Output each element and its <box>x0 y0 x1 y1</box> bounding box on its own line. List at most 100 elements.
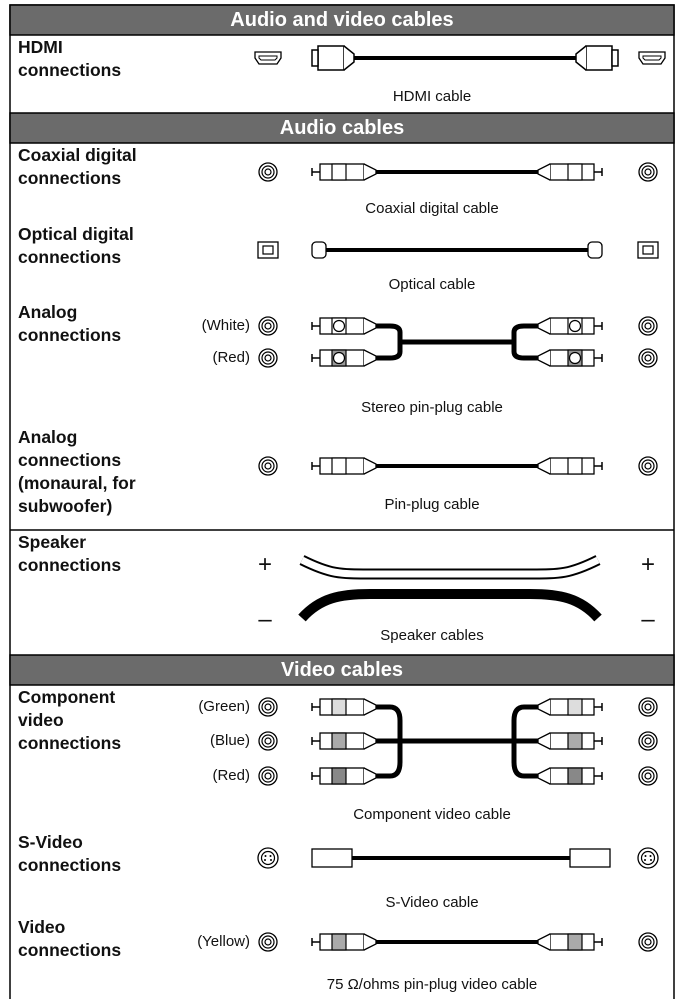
optical-plug <box>587 241 603 259</box>
optical-jack-inner <box>642 245 654 255</box>
plug-taper <box>537 698 551 716</box>
plug-taper <box>537 317 551 335</box>
row-label: Speaker <box>18 532 87 552</box>
jack-core <box>264 703 272 711</box>
plug-mark <box>568 319 582 333</box>
plug-stripe <box>567 163 583 181</box>
jack-ring <box>261 769 275 783</box>
row-label: connections <box>18 940 122 960</box>
row-label: (monaural, for <box>18 473 136 493</box>
jack-ring <box>641 165 655 179</box>
section-header-bg <box>9 4 675 36</box>
plug-taper <box>363 732 377 750</box>
channel-label: (Red) <box>212 349 250 366</box>
row-label: Component <box>18 687 116 707</box>
optical-jack-inner <box>262 245 274 255</box>
cable-caption: Stereo pin-plug cable <box>361 399 503 416</box>
jack-ring <box>641 734 655 748</box>
plug-stripe <box>331 698 347 716</box>
hdmi-port-inner <box>258 55 278 61</box>
hdmi-plug-tip <box>311 49 319 67</box>
section-header-bg <box>9 112 675 144</box>
hdmi-plug-tip <box>611 49 619 67</box>
cable-caption: 75 Ω/ohms pin-plug video cable <box>326 976 538 993</box>
speaker-wire <box>300 556 600 578</box>
plug-taper <box>537 933 551 951</box>
svideo-jack-inner <box>260 850 276 866</box>
row-label: connections <box>18 60 122 80</box>
svideo-pin <box>644 855 647 857</box>
plug-taper <box>363 698 377 716</box>
cable-branch <box>511 741 538 779</box>
terminal-sign: + <box>257 551 272 578</box>
jack-ring <box>641 700 655 714</box>
plug-stripe <box>567 933 583 951</box>
jack-ring <box>641 319 655 333</box>
plug-taper <box>537 349 551 367</box>
optical-plug <box>311 241 327 259</box>
plug-taper <box>363 933 377 951</box>
plug-mark <box>332 319 346 333</box>
plug-mark <box>568 351 582 365</box>
cable-caption: Coaxial digital cable <box>365 200 499 217</box>
plug-taper <box>537 457 551 475</box>
plug-taper <box>537 163 551 181</box>
cable-branch <box>376 323 403 342</box>
channel-label: (Yellow) <box>197 933 250 950</box>
svideo-plug <box>311 848 353 868</box>
cable-caption: Speaker cables <box>380 627 484 644</box>
svideo-pin <box>264 855 267 857</box>
jack-core <box>644 737 652 745</box>
row-label: Video <box>18 917 66 937</box>
jack-ring <box>261 459 275 473</box>
jack-ring <box>641 935 655 949</box>
jack-ring <box>261 734 275 748</box>
plug-mark <box>332 351 346 365</box>
row-label: connections <box>18 450 122 470</box>
row-label: subwoofer) <box>18 496 113 516</box>
jack-core <box>644 354 652 362</box>
cable-branch <box>511 342 538 361</box>
row-label: Analog <box>18 302 78 322</box>
optical-jack <box>637 241 659 259</box>
plug-stripe <box>567 767 583 785</box>
section-title: Audio cables <box>279 117 405 139</box>
plug-stripe <box>567 698 583 716</box>
channel-label: (Red) <box>212 767 250 784</box>
jack-ring <box>261 700 275 714</box>
section-title: Video cables <box>281 659 403 681</box>
cable-caption: Pin-plug cable <box>384 496 480 513</box>
plug-stripe <box>331 163 347 181</box>
terminal-sign: + <box>640 551 655 578</box>
jack-ring <box>641 351 655 365</box>
row-label: connections <box>18 855 122 875</box>
optical-jack <box>257 241 279 259</box>
hdmi-plug-taper <box>575 45 587 71</box>
row-label: video <box>18 710 64 730</box>
plug-stripe <box>567 457 583 475</box>
jack-core <box>264 462 272 470</box>
jack-core <box>264 322 272 330</box>
cable-caption: S-Video cable <box>385 894 479 911</box>
hdmi-plug <box>585 45 613 71</box>
hdmi-port <box>638 51 666 65</box>
jack-core <box>644 168 652 176</box>
hdmi-plug-taper <box>343 45 355 71</box>
svideo-pin <box>649 855 652 857</box>
svideo-pin <box>269 855 272 857</box>
cable-branch <box>511 704 538 741</box>
jack-ring <box>261 319 275 333</box>
speaker-wire-black <box>298 589 602 622</box>
plug-taper <box>363 457 377 475</box>
svideo-plug <box>569 848 611 868</box>
row-label: connections <box>18 733 122 753</box>
jack-core <box>644 462 652 470</box>
channel-label: (Green) <box>198 698 250 715</box>
jack-core <box>644 772 652 780</box>
plug-stripe <box>567 732 583 750</box>
plug-stripe <box>331 732 347 750</box>
jack-core <box>264 938 272 946</box>
jack-ring <box>261 351 275 365</box>
hdmi-port <box>254 51 282 65</box>
